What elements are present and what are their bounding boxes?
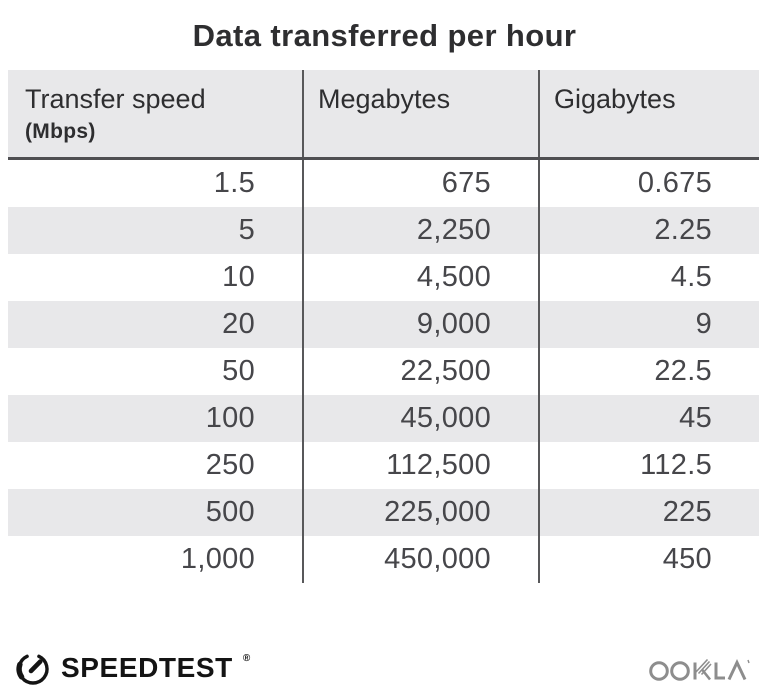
ookla-logo xyxy=(649,658,750,681)
cell-speed: 10 xyxy=(222,261,255,293)
header-transfer-speed-label: Transfer speed xyxy=(25,84,206,114)
cell-gigabytes: 2.25 xyxy=(538,207,759,254)
cell-speed: 20 xyxy=(222,308,255,340)
table-row: 5 2,250 2.25 xyxy=(8,207,759,254)
header-mbps-unit: (Mbps) xyxy=(25,120,96,144)
table-row: 50 22,500 22.5 xyxy=(8,348,759,395)
table-header-row: Transfer speed (Mbps) Megabytes Gigabyte… xyxy=(8,70,759,160)
cell-gigabytes: 225 xyxy=(538,489,759,536)
table-row: 1,000 450,000 450 xyxy=(8,536,759,583)
page-title: Data transferred per hour xyxy=(192,18,577,53)
speedtest-gauge-icon xyxy=(16,654,49,685)
cell-speed: 5 xyxy=(238,214,255,246)
table-row: 500 225,000 225 xyxy=(8,489,759,536)
cell-gigabytes: 9 xyxy=(538,301,759,348)
speedtest-logo: SPEEDTEST ® xyxy=(14,649,251,687)
cell-speed: 250 xyxy=(205,449,255,481)
table-body: 1.5 675 0.675 5 2,250 2.25 10 4,500 4.5 … xyxy=(8,160,759,583)
header-gigabytes: Gigabytes xyxy=(538,70,759,157)
table-row: 1.5 675 0.675 xyxy=(8,160,759,207)
footer: SPEEDTEST ® xyxy=(14,647,755,689)
cell-megabytes: 675 xyxy=(302,160,538,207)
table-row: 20 9,000 9 xyxy=(8,301,759,348)
cell-gigabytes: 22.5 xyxy=(538,348,759,395)
speedtest-trademark-symbol: ® xyxy=(242,652,251,664)
cell-megabytes: 112,500 xyxy=(302,442,538,489)
table-row: 100 45,000 45 xyxy=(8,395,759,442)
cell-megabytes: 4,500 xyxy=(302,254,538,301)
cell-megabytes: 225,000 xyxy=(302,489,538,536)
cell-gigabytes: 4.5 xyxy=(538,254,759,301)
cell-speed: 1,000 xyxy=(180,543,255,575)
data-table: Transfer speed (Mbps) Megabytes Gigabyte… xyxy=(8,70,759,583)
table-row: 250 112,500 112.5 xyxy=(8,442,759,489)
cell-gigabytes: 112.5 xyxy=(538,442,759,489)
cell-gigabytes: 450 xyxy=(538,536,759,583)
cell-speed: 100 xyxy=(205,402,255,434)
cell-speed: 1.5 xyxy=(213,167,255,199)
cell-gigabytes: 45 xyxy=(538,395,759,442)
cell-speed: 500 xyxy=(205,496,255,528)
header-megabytes: Megabytes xyxy=(302,70,538,157)
cell-megabytes: 450,000 xyxy=(302,536,538,583)
cell-megabytes: 9,000 xyxy=(302,301,538,348)
header-transfer-speed: Transfer speed (Mbps) xyxy=(8,70,302,157)
table-row: 10 4,500 4.5 xyxy=(8,254,759,301)
cell-megabytes: 2,250 xyxy=(302,207,538,254)
speedtest-wordmark: SPEEDTEST xyxy=(61,652,233,683)
cell-megabytes: 45,000 xyxy=(302,395,538,442)
cell-gigabytes: 0.675 xyxy=(538,160,759,207)
cell-speed: 50 xyxy=(222,355,255,387)
cell-megabytes: 22,500 xyxy=(302,348,538,395)
